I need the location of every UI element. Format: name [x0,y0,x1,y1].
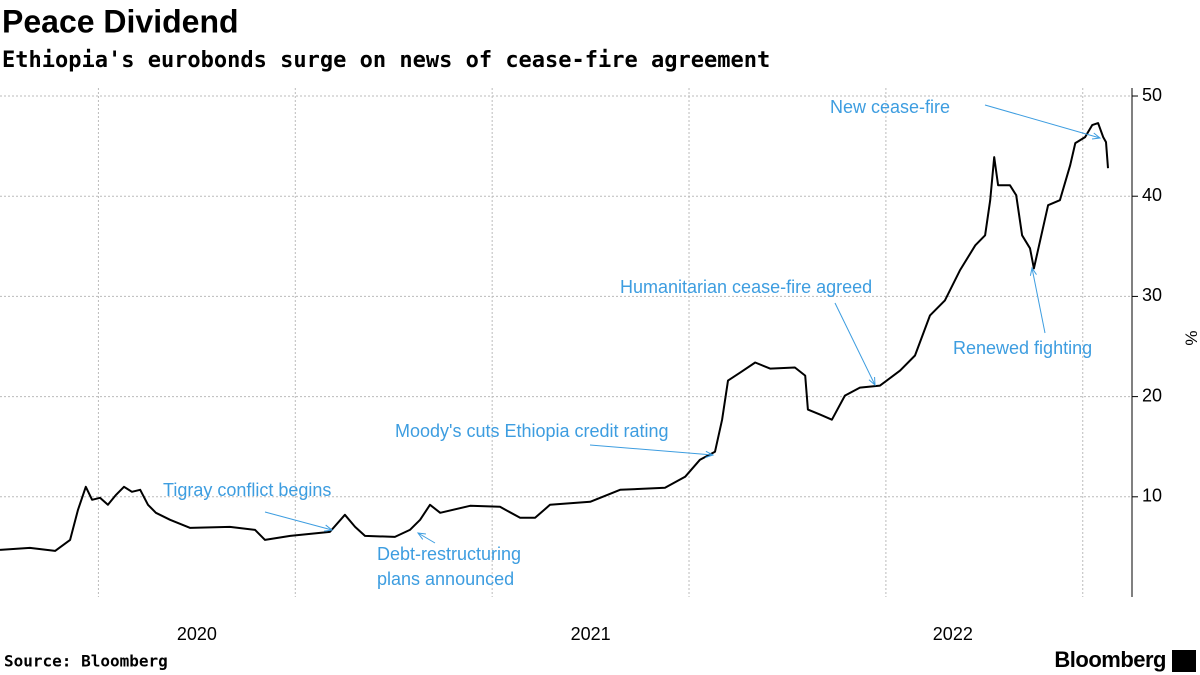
annotation-arrowhead [324,524,334,532]
brand: Bloomberg [1054,647,1166,672]
annotation-arrowhead [705,450,715,458]
x-tick-label: 2022 [933,624,973,644]
annotation-text: Humanitarian cease-fire agreed [620,277,872,297]
x-tick-label: 2020 [177,624,217,644]
annotation-text: Debt-restructuring [377,544,521,564]
annotation-arrow [589,444,714,456]
chart-title: Peace Dividend [2,3,239,39]
annotation-text: Tigray conflict begins [163,480,331,500]
annotation-arrow [417,532,436,544]
y-tick-label: 20 [1142,385,1162,405]
annotation-text: Renewed fighting [953,338,1092,358]
annotation-text: plans announced [377,569,514,589]
y-tick-label: 30 [1142,285,1162,305]
annotation-arrowhead [416,532,426,540]
source: Source: Bloomberg [4,652,168,671]
data-line [0,122,1109,552]
y-tick-label: 10 [1142,486,1162,506]
annotation-arrowhead [868,376,876,387]
y-tick-label: 50 [1142,85,1162,105]
y-tick-label: 40 [1142,185,1162,205]
annotation-arrow [834,302,876,386]
annotation-arrow [1031,267,1046,334]
annotation-arrowhead [1029,266,1037,276]
annotation-text: Moody's cuts Ethiopia credit rating [395,421,669,441]
annotation-arrow [984,104,1101,139]
annotation-arrow [264,511,333,531]
x-tick-label: 2021 [571,624,611,644]
annotation-arrowhead [1091,132,1102,140]
chart-subtitle: Ethiopia's eurobonds surge on news of ce… [2,48,770,73]
annotation-text: New cease-fire [830,97,950,117]
brand-icon [1172,650,1196,672]
y-axis-label: % [1182,330,1200,345]
